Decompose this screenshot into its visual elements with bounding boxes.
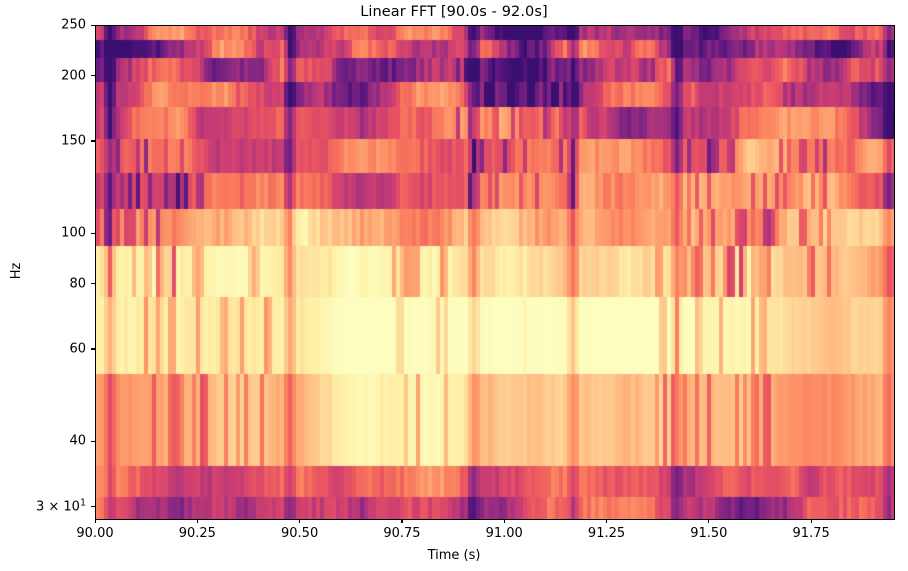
y-tick-mark [91, 505, 95, 507]
y-tick-label: 200 [61, 68, 86, 84]
y-tick-label: 100 [61, 225, 86, 241]
spectrogram-plot [95, 25, 895, 520]
y-tick-mark [91, 283, 95, 285]
x-tick-mark [810, 519, 812, 523]
y-tick-label: 40 [69, 433, 86, 449]
x-tick-label: 90.75 [383, 526, 421, 541]
y-tick-mark [91, 24, 95, 26]
x-tick-label: 91.50 [690, 526, 728, 541]
y-tick-label: 150 [61, 133, 86, 149]
y-tick-mark [91, 348, 95, 350]
x-tick-label: 91.75 [792, 526, 830, 541]
y-tick-mark [91, 232, 95, 234]
page-title: Linear FFT [90.0s - 92.0s] [360, 4, 548, 20]
x-tick-mark [94, 519, 96, 523]
x-tick-mark [606, 519, 608, 523]
x-tick-mark [503, 519, 505, 523]
y-tick-label: 80 [69, 276, 86, 292]
x-tick-label: 90.25 [178, 526, 216, 541]
y-tick-mark [91, 440, 95, 442]
y-tick-label: 3 × 101 [35, 497, 86, 516]
y-tick-mark [91, 140, 95, 142]
y-tick-label: 250 [61, 17, 86, 33]
y-tick-label: 60 [69, 341, 86, 357]
x-tick-label: 90.50 [281, 526, 319, 541]
x-tick-mark [401, 519, 403, 523]
x-tick-label: 91.00 [485, 526, 523, 541]
x-tick-label: 90.00 [76, 526, 114, 541]
x-tick-label: 91.25 [587, 526, 626, 541]
spectrogram-image [96, 26, 894, 519]
x-axis-label: Time (s) [427, 548, 481, 563]
y-tick-mark [91, 75, 95, 77]
x-tick-mark [708, 519, 710, 523]
x-tick-mark [299, 519, 301, 523]
x-tick-mark [196, 519, 198, 523]
